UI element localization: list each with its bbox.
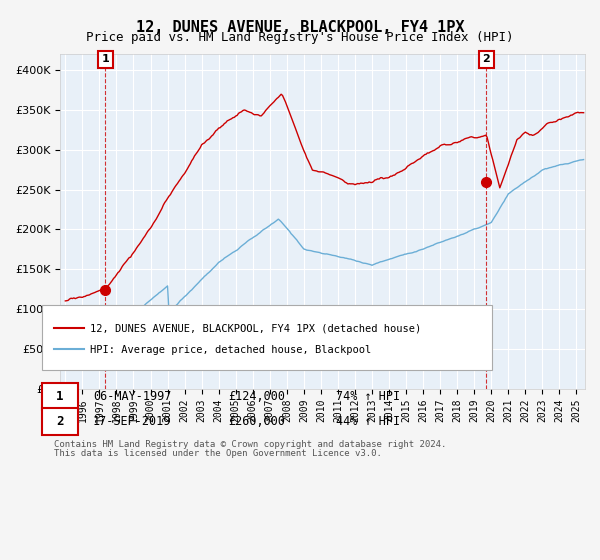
Text: This data is licensed under the Open Government Licence v3.0.: This data is licensed under the Open Gov… bbox=[54, 449, 382, 458]
Text: 1: 1 bbox=[56, 390, 64, 403]
Text: HPI: Average price, detached house, Blackpool: HPI: Average price, detached house, Blac… bbox=[90, 346, 371, 355]
Text: £260,000: £260,000 bbox=[228, 415, 285, 428]
Text: 06-MAY-1997: 06-MAY-1997 bbox=[93, 390, 172, 403]
Text: £124,000: £124,000 bbox=[228, 390, 285, 403]
Text: Price paid vs. HM Land Registry's House Price Index (HPI): Price paid vs. HM Land Registry's House … bbox=[86, 31, 514, 44]
Text: 2: 2 bbox=[56, 415, 64, 428]
Text: 2: 2 bbox=[482, 54, 490, 64]
Text: Contains HM Land Registry data © Crown copyright and database right 2024.: Contains HM Land Registry data © Crown c… bbox=[54, 440, 446, 449]
Text: 44% ↑ HPI: 44% ↑ HPI bbox=[336, 415, 400, 428]
Text: 12, DUNES AVENUE, BLACKPOOL, FY4 1PX (detached house): 12, DUNES AVENUE, BLACKPOOL, FY4 1PX (de… bbox=[90, 324, 421, 334]
Text: 17-SEP-2019: 17-SEP-2019 bbox=[93, 415, 172, 428]
Text: 74% ↑ HPI: 74% ↑ HPI bbox=[336, 390, 400, 403]
Text: 1: 1 bbox=[101, 54, 109, 64]
Text: 12, DUNES AVENUE, BLACKPOOL, FY4 1PX: 12, DUNES AVENUE, BLACKPOOL, FY4 1PX bbox=[136, 20, 464, 35]
